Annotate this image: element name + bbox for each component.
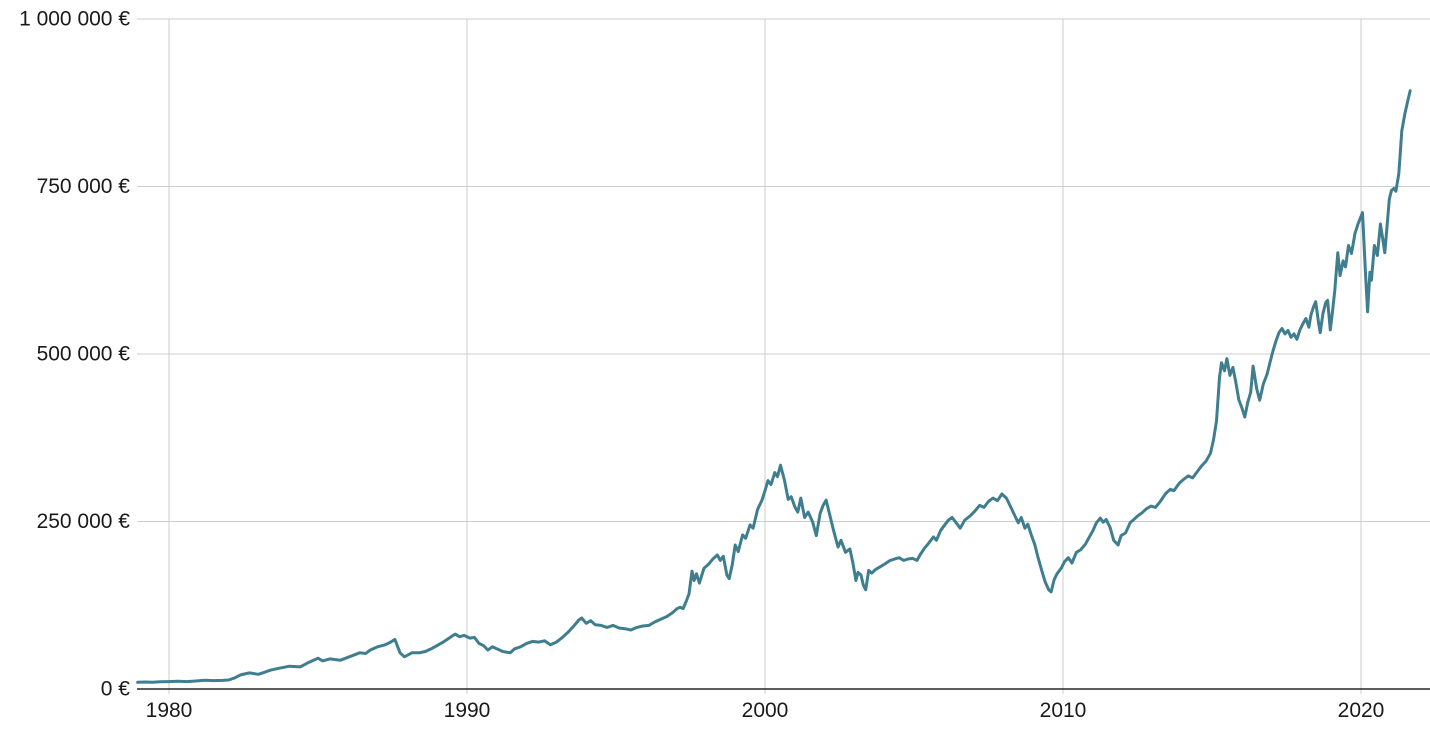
y-axis-tick-label: 750 000 € — [37, 175, 131, 198]
x-axis-tick-label: 2020 — [1338, 699, 1385, 722]
y-axis-tick-label: 0 € — [101, 678, 131, 701]
vertical-gridlines — [168, 19, 1362, 694]
horizontal-gridlines — [137, 18, 1430, 522]
x-axis-tick-label: 2010 — [1040, 699, 1087, 722]
data-series — [136, 89, 1412, 684]
x-axis-labels: 1980 1990 2000 2010 2020 — [146, 699, 1385, 722]
y-axis-tick-label: 250 000 € — [37, 510, 131, 533]
y-axis-labels: 0 € 250 000 € 500 000 € 750 000 € 1 000 000 … — [19, 8, 130, 701]
series-line — [136, 89, 1412, 684]
y-axis-tick-label: 1 000 000 € — [19, 8, 130, 31]
x-axis-tick-label: 1990 — [444, 699, 491, 722]
x-axis-tick-label: 1980 — [146, 699, 193, 722]
x-axis-tick-label: 2000 — [742, 699, 789, 722]
y-axis-tick-label: 500 000 € — [37, 343, 131, 366]
